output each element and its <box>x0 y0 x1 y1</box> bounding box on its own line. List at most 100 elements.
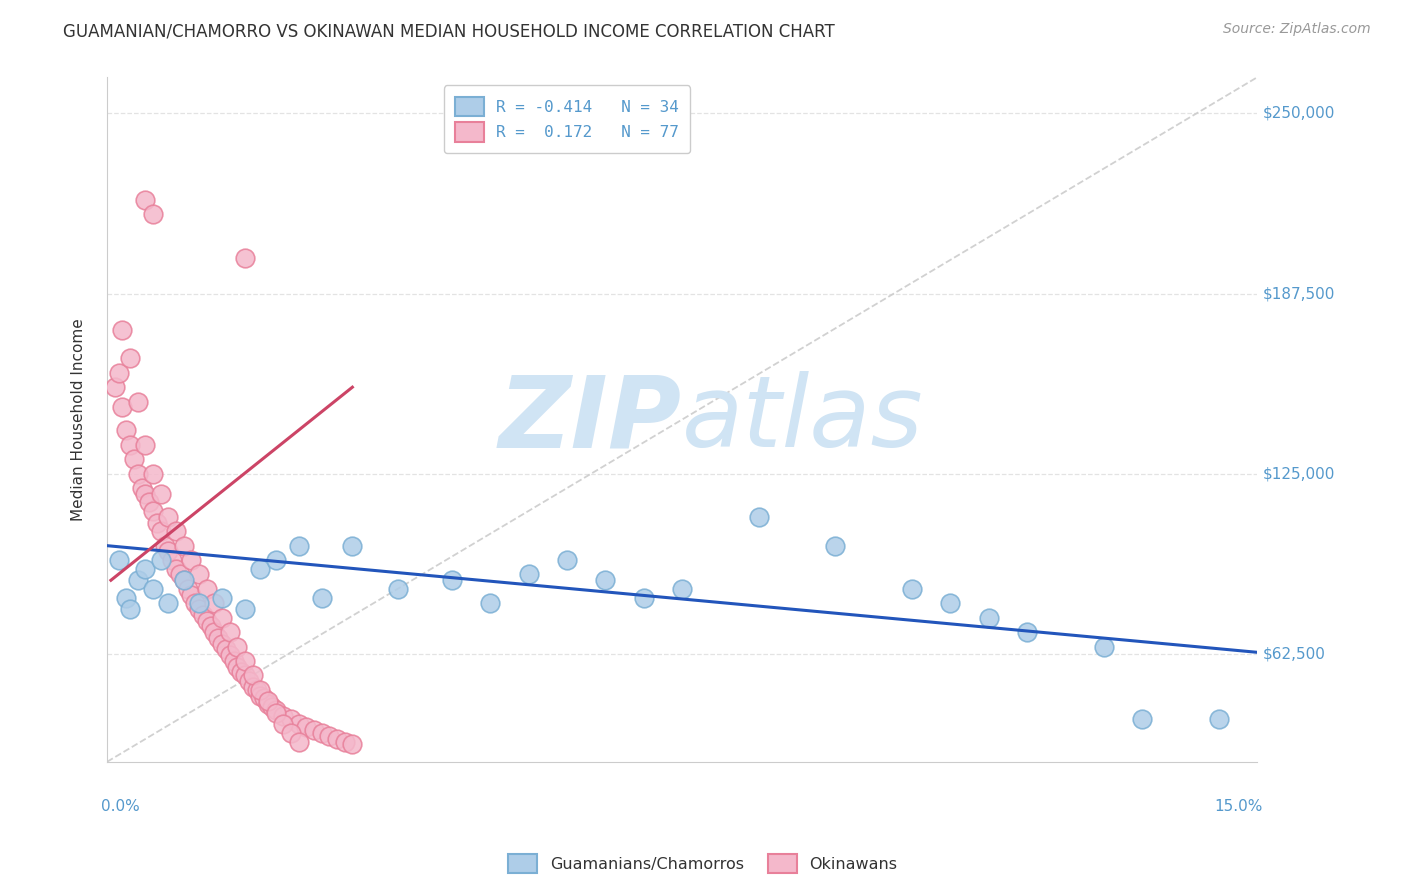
Point <box>748 509 770 524</box>
Point <box>134 193 156 207</box>
Point <box>122 452 145 467</box>
Point <box>233 668 256 682</box>
Point <box>131 481 153 495</box>
Point <box>273 708 295 723</box>
Point <box>479 596 502 610</box>
Point <box>231 665 253 680</box>
Point <box>245 682 267 697</box>
Point <box>146 516 169 530</box>
Point <box>233 654 256 668</box>
Text: Source: ZipAtlas.com: Source: ZipAtlas.com <box>1223 22 1371 37</box>
Point <box>180 588 202 602</box>
Point <box>249 562 271 576</box>
Point <box>173 574 195 588</box>
Point <box>169 567 191 582</box>
Point <box>242 680 264 694</box>
Point <box>218 648 240 662</box>
Legend: R = -0.414   N = 34, R =  0.172   N = 77: R = -0.414 N = 34, R = 0.172 N = 77 <box>444 86 690 153</box>
Point <box>149 524 172 539</box>
Point <box>302 723 325 737</box>
Point <box>287 717 309 731</box>
Point <box>120 351 142 366</box>
Point <box>441 574 464 588</box>
Point <box>211 611 233 625</box>
Point <box>134 438 156 452</box>
Point <box>111 401 134 415</box>
Point <box>824 539 846 553</box>
Point <box>120 438 142 452</box>
Text: GUAMANIAN/CHAMORRO VS OKINAWAN MEDIAN HOUSEHOLD INCOME CORRELATION CHART: GUAMANIAN/CHAMORRO VS OKINAWAN MEDIAN HO… <box>63 22 835 40</box>
Point <box>184 596 207 610</box>
Point <box>342 738 364 752</box>
Point <box>249 689 271 703</box>
Point <box>104 380 127 394</box>
Y-axis label: Median Household Income: Median Household Income <box>72 318 86 521</box>
Point <box>257 697 280 711</box>
Point <box>226 659 249 673</box>
Point <box>555 553 578 567</box>
Point <box>233 602 256 616</box>
Text: $250,000: $250,000 <box>1263 106 1336 121</box>
Point <box>120 602 142 616</box>
Point <box>134 487 156 501</box>
Point <box>264 553 287 567</box>
Point <box>226 640 249 654</box>
Point <box>149 487 172 501</box>
Point <box>633 591 655 605</box>
Point <box>157 509 180 524</box>
Point <box>111 322 134 336</box>
Point <box>188 602 211 616</box>
Point <box>207 631 229 645</box>
Point <box>153 539 176 553</box>
Point <box>1130 712 1153 726</box>
Point <box>211 637 233 651</box>
Point <box>188 567 211 582</box>
Point <box>595 574 617 588</box>
Point <box>127 394 149 409</box>
Point <box>200 619 222 633</box>
Point <box>1208 712 1230 726</box>
Point <box>215 642 238 657</box>
Point <box>202 596 225 610</box>
Point <box>142 467 165 481</box>
Point <box>127 574 149 588</box>
Point <box>191 607 214 622</box>
Point <box>107 366 129 380</box>
Point <box>142 207 165 221</box>
Point <box>211 591 233 605</box>
Text: 15.0%: 15.0% <box>1215 799 1263 814</box>
Point <box>188 596 211 610</box>
Point <box>311 726 333 740</box>
Point <box>901 582 924 596</box>
Point <box>218 625 240 640</box>
Point <box>134 562 156 576</box>
Text: $187,500: $187,500 <box>1263 286 1336 301</box>
Point <box>142 504 165 518</box>
Point <box>173 539 195 553</box>
Point <box>280 712 302 726</box>
Point <box>115 424 138 438</box>
Point <box>107 553 129 567</box>
Point <box>249 682 271 697</box>
Point <box>157 544 180 558</box>
Point <box>671 582 693 596</box>
Point <box>333 734 356 748</box>
Point <box>264 703 287 717</box>
Point <box>138 495 160 509</box>
Point <box>318 729 340 743</box>
Legend: Guamanians/Chamorros, Okinawans: Guamanians/Chamorros, Okinawans <box>502 847 904 880</box>
Point <box>173 574 195 588</box>
Point <box>160 553 183 567</box>
Text: 0.0%: 0.0% <box>101 799 141 814</box>
Text: $62,500: $62,500 <box>1263 646 1326 661</box>
Point <box>127 467 149 481</box>
Point <box>311 591 333 605</box>
Text: ZIP: ZIP <box>499 371 682 468</box>
Point <box>287 734 309 748</box>
Point <box>233 251 256 265</box>
Point <box>1015 625 1038 640</box>
Point <box>195 614 218 628</box>
Point <box>238 674 260 689</box>
Point <box>202 625 225 640</box>
Point <box>195 582 218 596</box>
